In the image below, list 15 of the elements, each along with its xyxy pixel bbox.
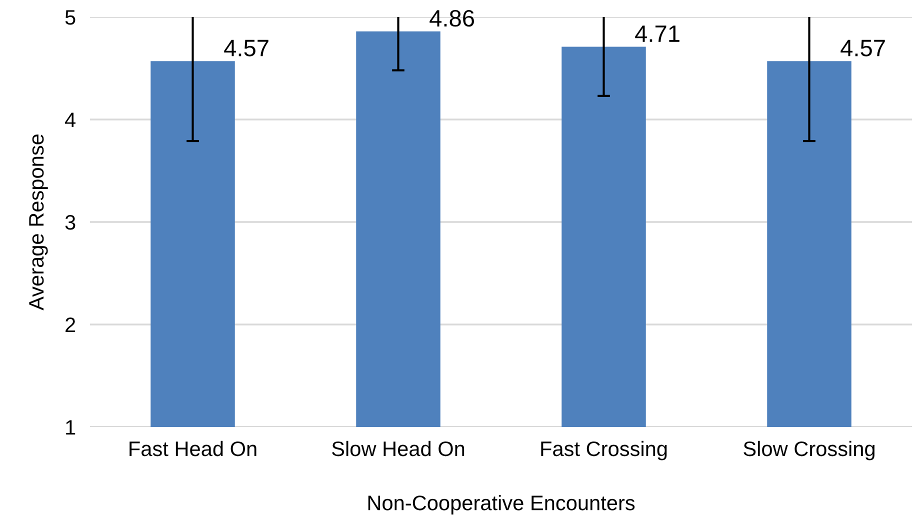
x-tick-label: Fast Crossing (541, 440, 667, 460)
y-tick-label: 4 (65, 112, 76, 128)
x-tick-label: Slow Head On (332, 440, 464, 456)
y-axis-title: Average Response (29, 134, 48, 310)
y-tick-label: 1 (66, 420, 76, 435)
y-tick-label: 3 (65, 215, 76, 230)
data-label: 4.86 (430, 10, 474, 27)
x-axis-title: Non-Cooperative Encounters (368, 495, 635, 514)
data-label: 4.71 (635, 26, 680, 42)
data-label: 4.57 (224, 40, 268, 56)
x-tick-label: Slow Crossing (744, 440, 874, 460)
y-tick-label: 2 (66, 318, 76, 332)
y-tick-label: 5 (65, 10, 76, 25)
x-tick-label: Fast Head On (130, 440, 256, 456)
data-label: 4.57 (840, 40, 885, 56)
